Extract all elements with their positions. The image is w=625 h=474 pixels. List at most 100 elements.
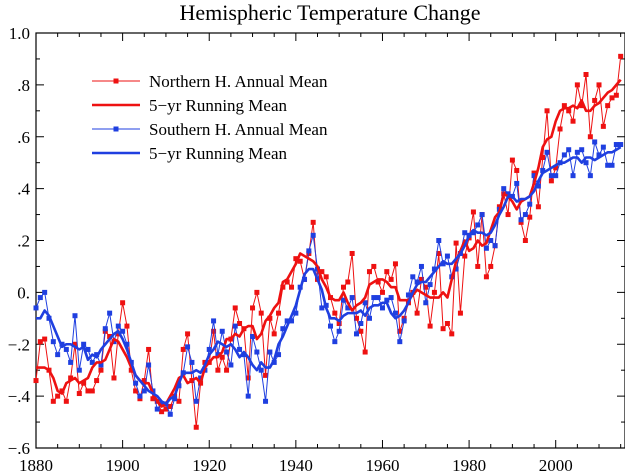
data-point <box>68 375 74 381</box>
data-point <box>462 253 468 259</box>
data-point <box>37 295 43 301</box>
data-point <box>319 305 325 311</box>
data-point <box>449 331 455 337</box>
data-point <box>94 378 100 384</box>
data-point <box>237 321 243 326</box>
data-point <box>462 230 468 236</box>
data-point <box>115 323 121 329</box>
data-point <box>566 147 572 153</box>
data-point <box>579 103 585 109</box>
axis-ticks: 1880 1900 1920 1940 1960 1980 2000 −.6 −.4 −.2 0..… <box>8 24 625 474</box>
data-point <box>613 92 619 98</box>
data-point <box>436 238 442 243</box>
data-point <box>388 295 394 301</box>
data-point <box>522 238 528 243</box>
data-point <box>501 186 507 192</box>
data-point <box>605 162 611 168</box>
data-point <box>592 139 598 145</box>
data-point <box>76 391 82 397</box>
data-point <box>185 344 191 350</box>
data-point <box>245 375 251 381</box>
data-point <box>211 318 217 324</box>
data-point <box>431 266 437 272</box>
data-point <box>475 263 481 269</box>
data-point <box>254 349 260 355</box>
y-tick-label: .4 <box>17 180 30 199</box>
data-point <box>440 261 446 267</box>
data-point <box>587 134 593 140</box>
data-point <box>444 321 450 326</box>
data-point <box>81 380 87 386</box>
data-point <box>224 367 230 373</box>
data-point <box>505 212 511 218</box>
data-point <box>172 396 178 402</box>
data-point <box>336 321 342 326</box>
data-point <box>133 380 139 386</box>
data-point <box>167 404 173 409</box>
data-point <box>163 406 169 412</box>
data-point <box>85 346 91 352</box>
data-point <box>613 142 619 148</box>
data-point <box>85 388 91 394</box>
data-point <box>366 269 372 275</box>
data-point <box>42 336 48 342</box>
data-point <box>193 398 199 404</box>
data-point <box>280 326 286 332</box>
data-point <box>518 219 524 225</box>
data-point <box>561 103 567 109</box>
data-point <box>345 279 351 285</box>
data-point <box>111 375 117 381</box>
annual-mean-line <box>35 56 622 428</box>
data-point <box>371 263 377 269</box>
data-point <box>358 328 364 334</box>
data-point <box>488 263 494 269</box>
data-point <box>258 367 264 373</box>
data-point <box>68 359 74 365</box>
data-point <box>414 279 420 285</box>
data-point <box>332 339 338 345</box>
data-point <box>540 167 546 173</box>
data-point <box>72 313 78 319</box>
data-point <box>284 279 290 285</box>
data-point <box>436 250 442 256</box>
legend-label: 5−yr Running Mean <box>149 144 288 163</box>
data-point <box>418 263 424 269</box>
data-point <box>310 232 316 238</box>
data-point <box>457 310 463 316</box>
data-point <box>271 331 277 337</box>
y-tick-label: 0. <box>17 283 30 302</box>
data-point <box>609 95 615 101</box>
data-point <box>146 362 152 368</box>
data-point <box>353 331 359 337</box>
data-point <box>514 180 520 186</box>
data-point <box>531 173 537 179</box>
data-point <box>89 388 95 394</box>
x-tick-label: 1900 <box>106 456 140 474</box>
data-point <box>63 398 69 404</box>
data-point <box>263 398 269 404</box>
data-point <box>600 144 606 150</box>
data-point <box>410 274 416 280</box>
data-point <box>33 305 39 311</box>
data-point <box>618 53 624 59</box>
data-point <box>388 276 394 282</box>
data-point <box>618 142 624 148</box>
legend-item: 5−yr Running Mean <box>92 144 288 163</box>
x-tick-label: 2000 <box>539 456 573 474</box>
y-tick-label: .2 <box>17 232 30 251</box>
legend-item: Southern H. Annual Mean <box>92 120 328 139</box>
data-point <box>250 333 256 339</box>
data-point <box>193 424 199 430</box>
data-point <box>33 378 39 384</box>
data-point <box>328 323 333 329</box>
data-point <box>518 217 524 223</box>
data-point <box>107 310 113 316</box>
data-point <box>189 359 195 365</box>
series-layer <box>33 53 624 430</box>
data-point <box>375 295 381 301</box>
data-point <box>276 310 282 316</box>
data-point <box>211 328 217 334</box>
data-point <box>418 276 424 282</box>
series-3 <box>36 146 622 406</box>
